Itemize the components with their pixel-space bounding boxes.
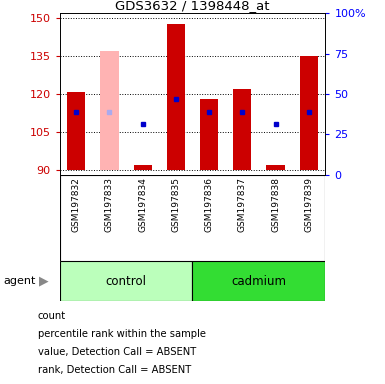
- Text: rank, Detection Call = ABSENT: rank, Detection Call = ABSENT: [38, 365, 191, 375]
- Bar: [266, 165, 285, 170]
- Text: GSM197833: GSM197833: [105, 177, 114, 232]
- Bar: [60, 261, 192, 301]
- Text: control: control: [105, 275, 147, 288]
- Title: GDS3632 / 1398448_at: GDS3632 / 1398448_at: [115, 0, 270, 12]
- Bar: [134, 165, 152, 170]
- Text: GSM197838: GSM197838: [271, 177, 280, 232]
- Text: GSM197835: GSM197835: [171, 177, 181, 232]
- Text: value, Detection Call = ABSENT: value, Detection Call = ABSENT: [38, 347, 196, 357]
- Bar: [67, 91, 85, 170]
- Bar: [300, 56, 318, 170]
- Bar: [100, 51, 119, 170]
- Text: ▶: ▶: [39, 275, 49, 288]
- Bar: [192, 261, 325, 301]
- Text: count: count: [38, 311, 66, 321]
- Text: GSM197837: GSM197837: [238, 177, 247, 232]
- Text: percentile rank within the sample: percentile rank within the sample: [38, 329, 206, 339]
- Bar: [200, 99, 218, 170]
- Text: GSM197832: GSM197832: [72, 177, 81, 232]
- Text: GSM197839: GSM197839: [304, 177, 313, 232]
- Text: GSM197834: GSM197834: [138, 177, 147, 232]
- Text: GSM197836: GSM197836: [204, 177, 214, 232]
- Text: cadmium: cadmium: [231, 275, 286, 288]
- Text: agent: agent: [4, 276, 36, 286]
- Bar: [233, 89, 251, 170]
- Bar: [167, 23, 185, 170]
